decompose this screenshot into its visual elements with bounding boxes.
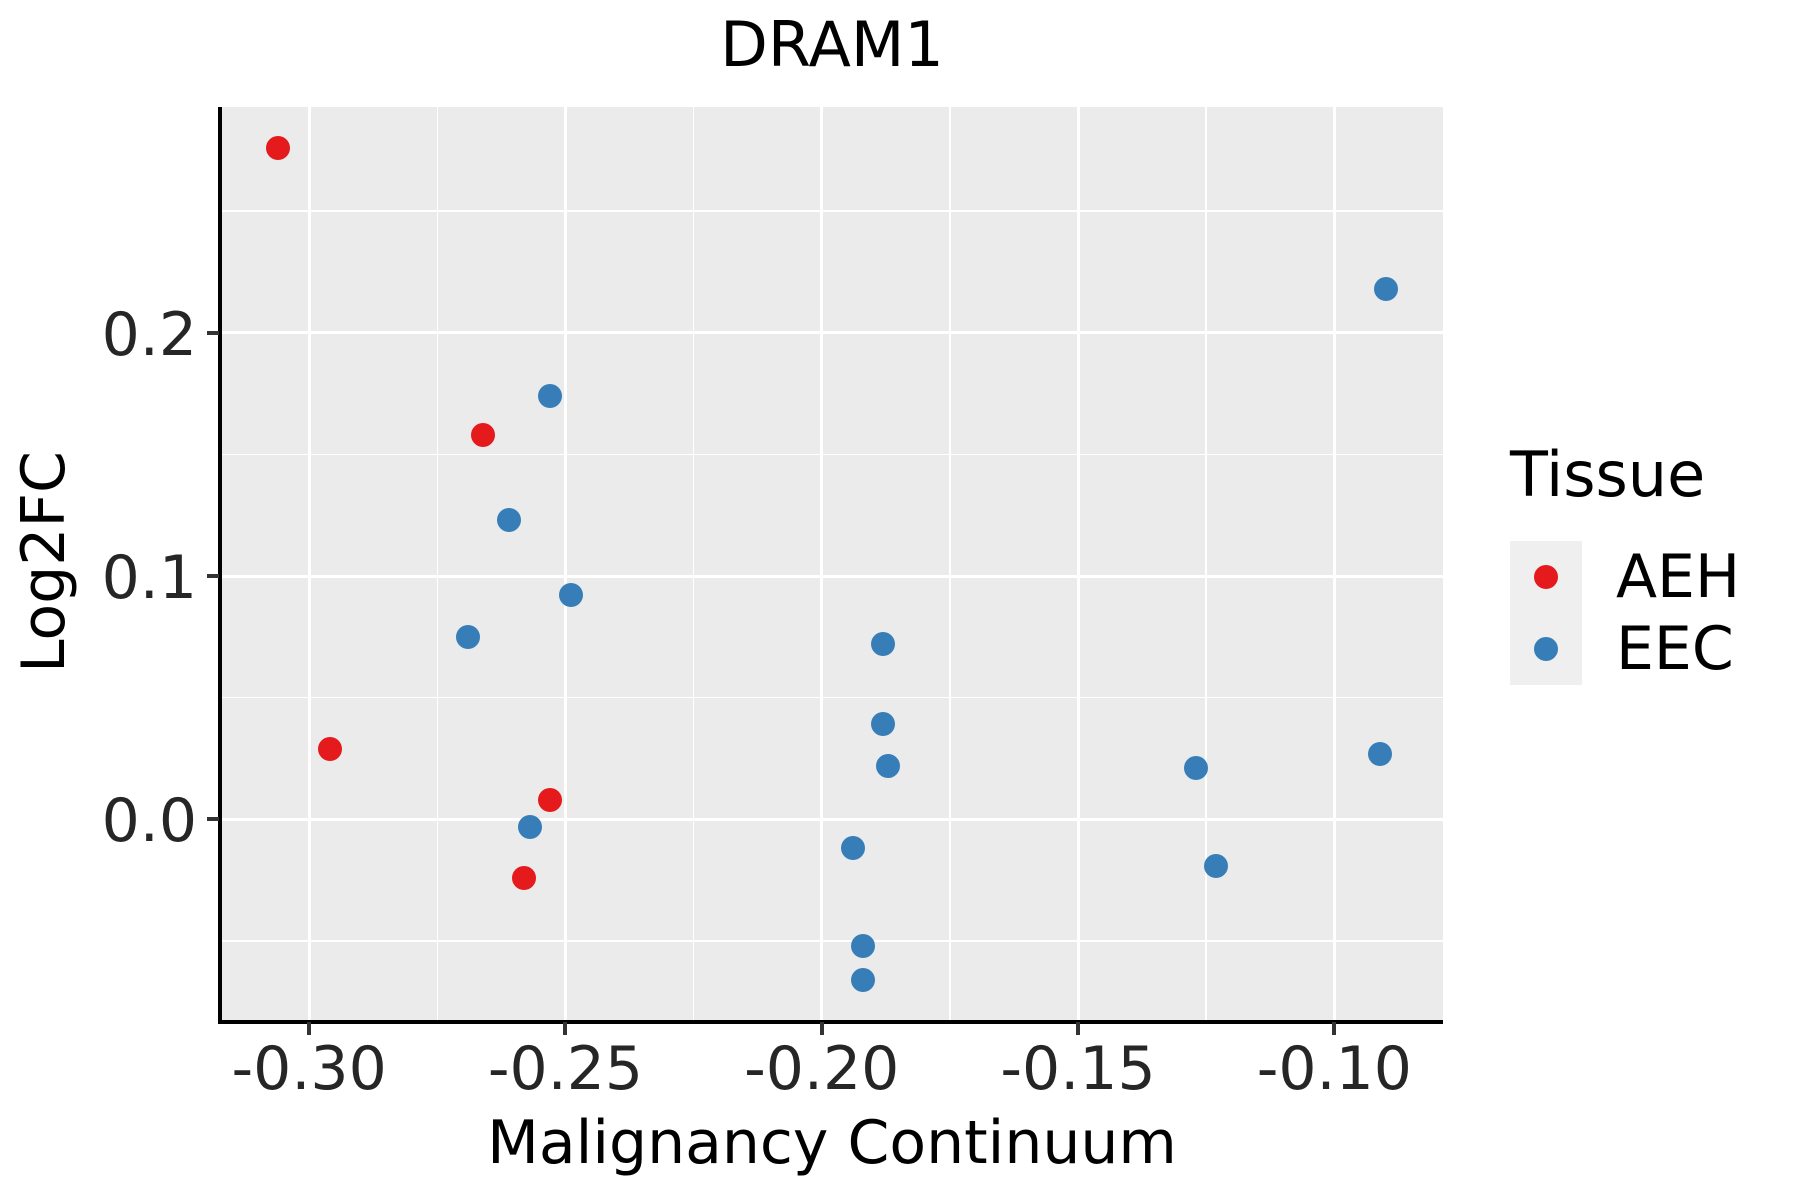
grid-minor-v [436, 107, 439, 1020]
y-tick-mark [207, 817, 219, 822]
x-axis-line [218, 1020, 1443, 1024]
legend-key [1510, 541, 1582, 613]
grid-minor-h [221, 210, 1443, 212]
data-point-aeh [538, 787, 563, 812]
x-tick-label: -0.10 [1256, 1034, 1412, 1104]
data-point-aeh [471, 422, 496, 447]
data-point-eec [1368, 741, 1393, 766]
data-point-eec [840, 836, 865, 861]
legend-item-label: AEH [1616, 542, 1741, 612]
legend-item-aeh: AEH [1510, 541, 1740, 613]
x-axis-label: Malignancy Continuum [487, 1108, 1177, 1178]
data-point-eec [876, 753, 901, 778]
legend-dot-eec [1534, 637, 1558, 661]
grid-major-v [1332, 107, 1336, 1020]
grid-minor-v [949, 107, 951, 1020]
grid-minor-h [221, 696, 1443, 699]
data-point-eec [1183, 756, 1208, 781]
grid-major-h [221, 817, 1443, 821]
y-tick-label: 0.2 [101, 299, 197, 370]
x-tick-label: -0.20 [744, 1034, 900, 1104]
data-point-eec [456, 624, 481, 649]
x-tick-mark [563, 1022, 568, 1035]
data-point-aeh [512, 865, 537, 890]
data-point-eec [1204, 853, 1229, 878]
grid-minor-v [692, 107, 695, 1020]
chart-title: DRAM1 [720, 8, 944, 81]
data-point-aeh [317, 736, 342, 761]
data-point-eec [558, 583, 583, 608]
x-tick-mark [1076, 1022, 1081, 1035]
x-tick-label: -0.30 [231, 1034, 387, 1104]
data-point-eec [497, 508, 522, 533]
legend-item-eec: EEC [1510, 613, 1740, 685]
plot-panel [221, 107, 1443, 1020]
x-tick-label: -0.25 [487, 1034, 644, 1104]
legend-dot-aeh [1534, 565, 1558, 589]
grid-major-v [307, 107, 311, 1020]
legend: Tissue AEH EEC [1510, 438, 1740, 685]
x-tick-mark [307, 1022, 312, 1035]
legend-key [1510, 613, 1582, 685]
data-point-eec [850, 933, 875, 958]
y-tick-mark [207, 574, 219, 579]
data-point-aeh [266, 135, 291, 160]
grid-major-v [820, 107, 824, 1020]
x-tick-mark [819, 1022, 824, 1035]
grid-major-h [221, 574, 1443, 578]
data-point-eec [871, 712, 896, 737]
grid-major-v [1076, 107, 1080, 1020]
x-tick-label: -0.15 [1000, 1034, 1156, 1104]
grid-minor-h [221, 453, 1443, 456]
data-point-eec [538, 384, 563, 408]
data-point-eec [871, 632, 896, 657]
legend-item-label: EEC [1616, 614, 1734, 684]
grid-major-v [563, 107, 567, 1020]
y-axis-line [218, 107, 222, 1024]
x-tick-mark [1332, 1022, 1337, 1035]
data-point-eec [517, 814, 542, 839]
grid-minor-v [1205, 107, 1207, 1020]
legend-title: Tissue [1510, 438, 1706, 511]
grid-major-h [221, 331, 1443, 335]
grid-minor-h [221, 940, 1443, 942]
data-point-eec [1373, 276, 1398, 301]
y-tick-label: 0.1 [101, 543, 197, 614]
data-point-eec [850, 967, 875, 992]
y-tick-mark [207, 330, 219, 335]
y-tick-label: 0.0 [101, 786, 197, 857]
